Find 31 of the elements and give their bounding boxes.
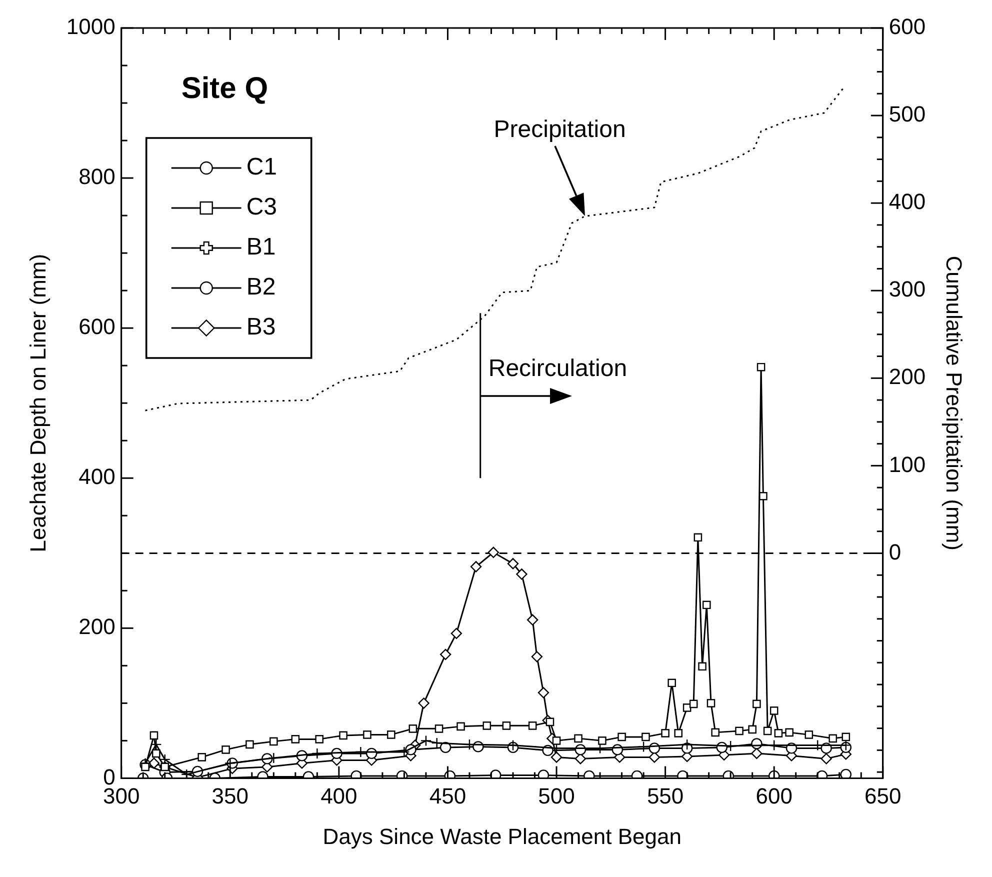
y-tick-label: 1000	[66, 14, 116, 40]
x-tick-label: 550	[646, 783, 684, 808]
x-axis-title: Days Since Waste Placement Began	[322, 824, 682, 849]
annotation: Recirculation	[488, 355, 628, 382]
legend-label: B3	[246, 314, 276, 341]
y-tick-label: 600	[78, 314, 116, 340]
y2-tick-label: 300	[888, 276, 926, 302]
y2-axis-title: Cumulative Precipitation (mm)	[942, 256, 967, 550]
x-tick-label: 600	[756, 783, 792, 808]
x-tick-label: 650	[864, 783, 902, 808]
y-tick-label: 800	[78, 164, 116, 190]
legend-label: B2	[246, 274, 276, 301]
y2-tick-label: 200	[888, 364, 926, 390]
y-tick-label: 200	[78, 614, 116, 640]
x-tick-label: 450	[429, 783, 466, 808]
y2-tick-label: 0	[888, 539, 902, 564]
y-tick-label: 400	[78, 464, 116, 490]
x-tick-label: 500	[538, 783, 575, 808]
y-axis-title: Leachate Depth on Liner (mm)	[25, 254, 50, 552]
x-tick-label: 350	[212, 783, 248, 808]
annotation: Precipitation	[494, 116, 626, 143]
x-tick-label: 400	[320, 783, 358, 808]
y2-tick-label: 400	[888, 189, 926, 214]
y-tick-label: 0	[103, 764, 116, 790]
legend-label: C1	[246, 154, 278, 181]
legend-label: C3	[246, 194, 278, 221]
y2-tick-label: 600	[888, 14, 926, 40]
legend-label: B1	[246, 234, 276, 261]
text: Site Q	[181, 72, 268, 105]
y2-tick-label: 500	[888, 102, 926, 127]
y2-tick-label: 100	[888, 452, 926, 477]
